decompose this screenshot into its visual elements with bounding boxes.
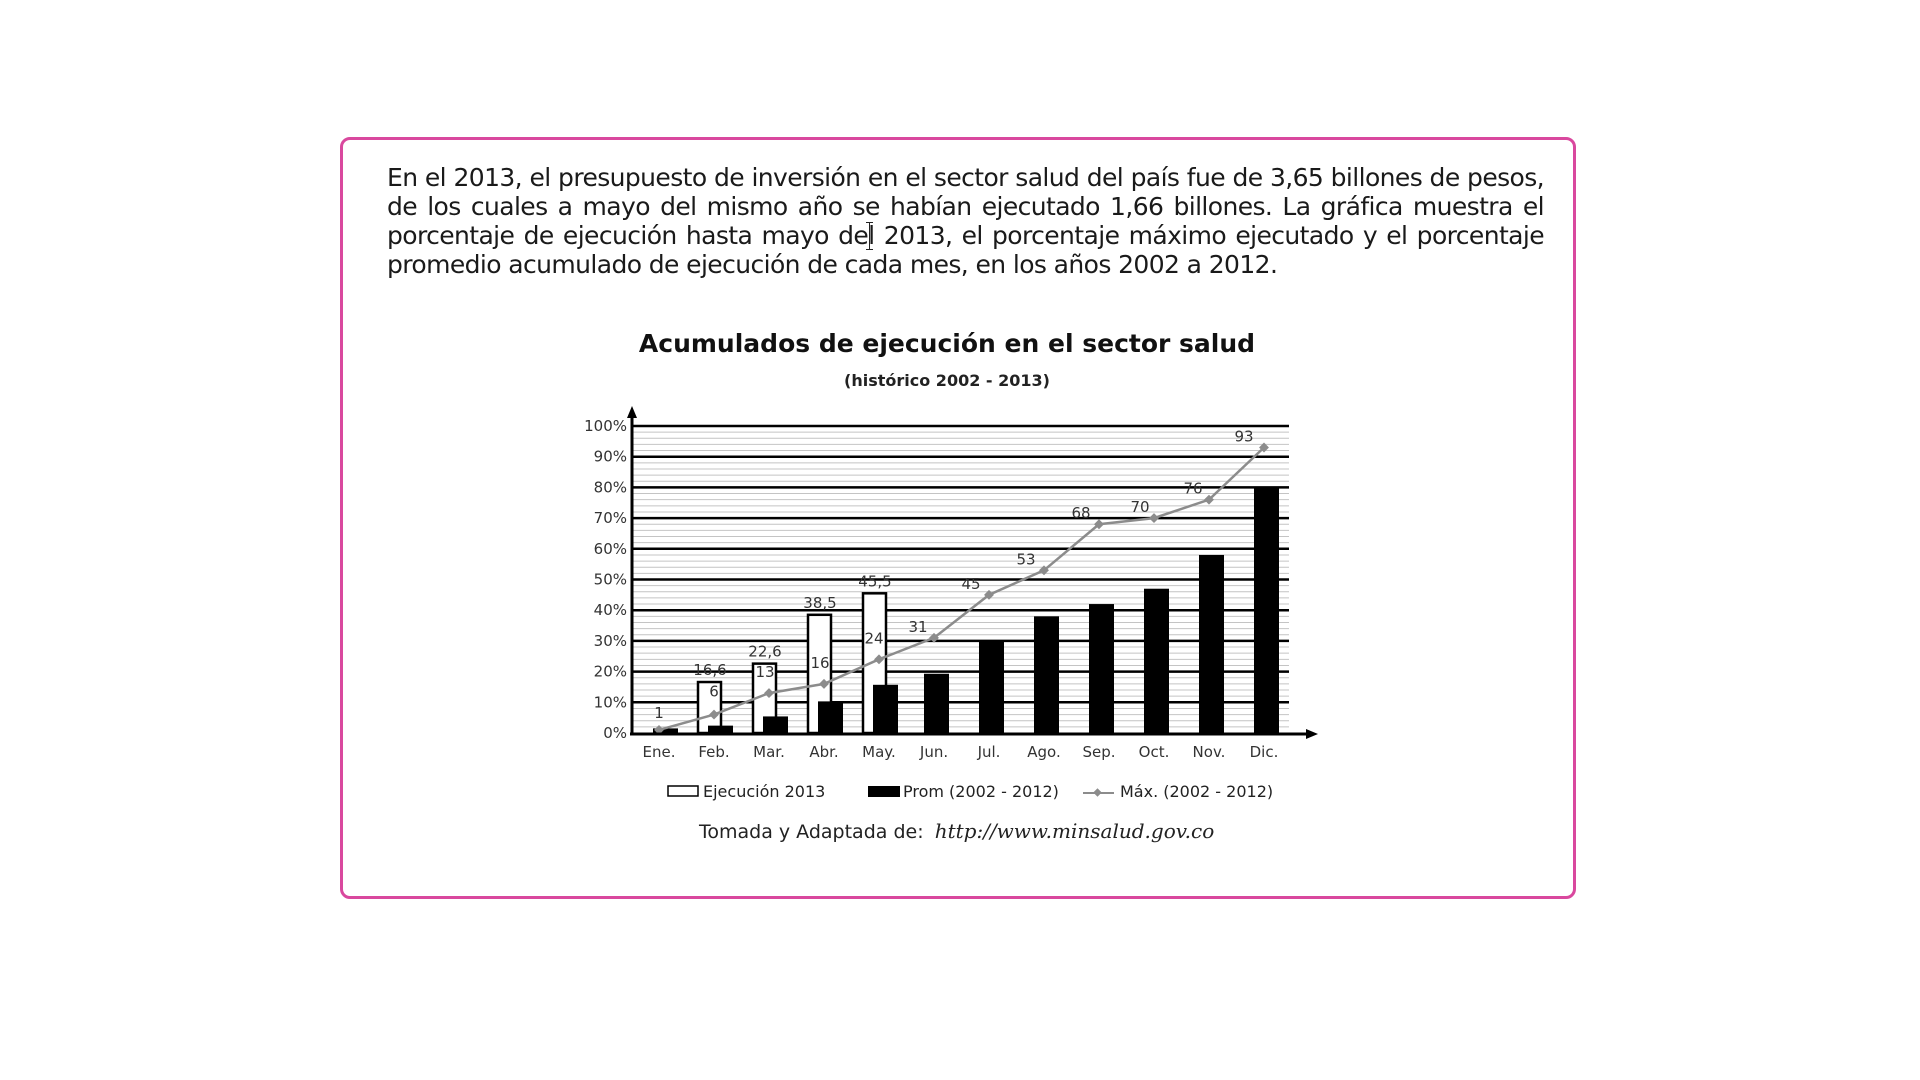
y-tick-label: 100% xyxy=(584,417,627,435)
max-marker-icon xyxy=(1204,494,1214,505)
x-tick-label: Feb. xyxy=(698,743,729,761)
y-tick-label: 40% xyxy=(594,601,627,619)
y-tick-label: 90% xyxy=(594,448,627,466)
x-tick-label: Ene. xyxy=(643,743,676,761)
axes xyxy=(627,406,1318,739)
source-prefix: Tomada y Adaptada de: xyxy=(698,821,924,843)
y-tick-label: 20% xyxy=(594,663,627,681)
grid-lines xyxy=(632,424,1289,728)
x-tick-label: Dic. xyxy=(1250,743,1279,761)
max-marker-icon xyxy=(929,632,939,643)
max-marker-icon xyxy=(874,654,884,665)
max-marker-icon xyxy=(654,724,664,735)
bar-prom xyxy=(979,640,1004,733)
max-marker-icon xyxy=(1149,513,1159,524)
max-value-label: 24 xyxy=(864,629,883,647)
bar-prom xyxy=(818,701,843,733)
legend-max-label: Máx. (2002 - 2012) xyxy=(1120,782,1273,801)
y-axis-arrow-icon xyxy=(627,406,637,418)
max-value-label: 53 xyxy=(1016,550,1035,568)
source-line: Tomada y Adaptada de: http://www.minsalu… xyxy=(698,819,1214,843)
max-marker-icon xyxy=(709,709,719,720)
max-value-label: 6 xyxy=(709,683,719,701)
chart-subtitle: (histórico 2002 - 2013) xyxy=(844,371,1050,390)
bar-value-label: 38,5 xyxy=(803,594,836,612)
max-value-label: 93 xyxy=(1234,427,1253,445)
bar-prom xyxy=(873,684,898,733)
bar-prom xyxy=(653,728,678,733)
legend-prom-swatch-icon xyxy=(868,786,900,797)
x-tick-label: Oct. xyxy=(1139,743,1170,761)
x-axis-ticks: Ene. Feb. Mar. Abr. May. Jun. Jul. Ago. Sep. Oct.… xyxy=(643,743,1279,761)
max-marker-icon xyxy=(984,589,994,600)
legend: Ejecución 2013 Prom (2002 - 2012) Máx. (… xyxy=(667,782,1273,801)
max-marker-icon xyxy=(764,688,774,699)
y-tick-label: 50% xyxy=(594,571,627,589)
x-tick-label: Nov. xyxy=(1193,743,1226,761)
bar-value-label: 45,5 xyxy=(858,572,891,590)
max-value-label: 70 xyxy=(1130,498,1149,516)
max-value-label: 1 xyxy=(654,704,664,722)
legend-max-marker-icon xyxy=(1093,788,1102,797)
max-value-label: 76 xyxy=(1183,480,1202,498)
max-marker-icon xyxy=(1259,442,1269,453)
y-tick-label: 80% xyxy=(594,478,627,496)
x-tick-label: Jun. xyxy=(919,743,948,761)
y-tick-label: 70% xyxy=(594,509,627,527)
x-tick-label: Sep. xyxy=(1082,743,1115,761)
max-value-label: 45 xyxy=(961,575,980,593)
y-axis-ticks: 0% 10% 20% 30% 40% 50% 60% 70% 80% 90% 100% xyxy=(584,417,627,742)
question-paragraph: En el 2013, el presupuesto de inversión … xyxy=(387,163,1545,279)
y-tick-label: 10% xyxy=(594,693,627,711)
text-cursor-icon xyxy=(866,222,873,250)
max-marker-icon xyxy=(1039,565,1049,576)
bar-prom xyxy=(708,725,733,733)
bar-prom xyxy=(924,673,949,733)
x-tick-label: May. xyxy=(862,743,896,761)
legend-prom-label: Prom (2002 - 2012) xyxy=(903,782,1059,801)
bars: 16,6 22,6 38,5 45,5 xyxy=(653,487,1279,735)
max-value-label: 13 xyxy=(755,663,774,681)
max-value-label: 31 xyxy=(908,618,927,636)
y-tick-label: 60% xyxy=(594,540,627,558)
x-tick-label: Abr. xyxy=(809,743,838,761)
question-card xyxy=(340,137,1576,899)
x-tick-label: Jul. xyxy=(977,743,1001,761)
source-url: http://www.minsalud.gov.co xyxy=(935,819,1215,843)
bar-prom xyxy=(763,716,788,733)
y-tick-label: 30% xyxy=(594,632,627,650)
max-value-label: 68 xyxy=(1071,504,1090,522)
x-axis-arrow-icon xyxy=(1306,729,1318,739)
chart-title: Acumulados de ejecución en el sector sal… xyxy=(639,329,1255,358)
bar-value-label: 16,6 xyxy=(693,661,726,679)
bar-prom xyxy=(1089,604,1114,733)
legend-ejecucion-label: Ejecución 2013 xyxy=(703,782,825,801)
svg-text:Tomada y Adaptada de: ht: Tomada y Adaptada de: http://www.minsalu… xyxy=(698,819,1214,843)
bar-prom xyxy=(1199,554,1224,733)
max-marker-icon xyxy=(1094,519,1104,530)
y-tick-label: 0% xyxy=(603,724,627,742)
x-tick-label: Ago. xyxy=(1027,743,1060,761)
bar-prom xyxy=(1034,616,1059,733)
bar-prom xyxy=(1254,487,1279,733)
max-value-label: 16 xyxy=(810,654,829,672)
max-marker-icon xyxy=(819,678,829,689)
bar-value-label: 22,6 xyxy=(748,643,781,661)
x-tick-label: Mar. xyxy=(753,743,785,761)
legend-ejecucion-swatch-icon xyxy=(667,785,699,797)
bar-prom xyxy=(1144,588,1169,733)
max-polyline xyxy=(658,446,1265,732)
